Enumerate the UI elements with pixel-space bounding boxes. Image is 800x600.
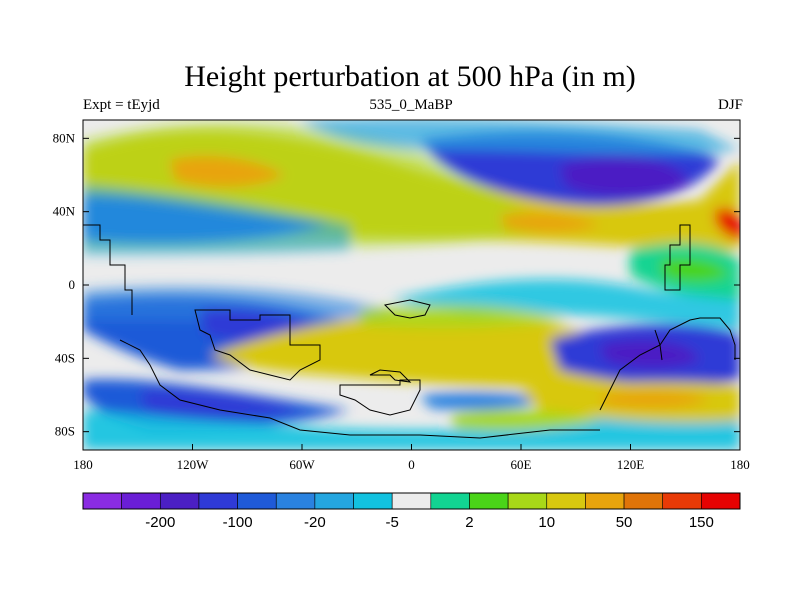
experiment-label: Expt = tEyjd [83, 97, 160, 113]
y-tick-label: 40N [53, 204, 76, 219]
colorbar-label: 50 [616, 514, 633, 531]
colorbar-swatch [391, 492, 432, 510]
x-tick-label: 180 [730, 457, 750, 472]
field-cell-s-low-blue [420, 392, 550, 410]
colorbar-label: 10 [538, 514, 555, 531]
colorbar-swatch [121, 492, 161, 510]
field-band-s-yellow [210, 314, 642, 388]
y-tick-label: 0 [69, 277, 76, 292]
chart-title: Height perturbation at 500 hPa (in m) [184, 60, 636, 93]
coastline-americas-north [83, 224, 133, 315]
y-tick-label: 80N [53, 130, 76, 145]
colorbar-label: -100 [223, 514, 253, 531]
x-tick-label: 120E [617, 457, 645, 472]
colorbar-label: 150 [689, 514, 714, 531]
x-tick-label: 60E [511, 457, 532, 472]
colorbar-swatch [585, 492, 625, 510]
season-label: DJF [717, 97, 743, 113]
colorbar-swatch [469, 492, 509, 510]
field-band-s-lime [360, 304, 570, 329]
y-tick-label: 80S [55, 424, 75, 439]
colorbar-swatch [237, 492, 277, 510]
coastline-maritime [383, 299, 431, 319]
x-tick-label: 0 [408, 457, 415, 472]
colorbar-label: -5 [386, 514, 399, 531]
field-cell-se-deep [600, 340, 700, 369]
field-band-s-cyan [83, 286, 390, 330]
coastline-antarctic [119, 339, 600, 439]
field-band-eq-cyan [390, 279, 740, 330]
field-band-n-orange [170, 155, 285, 187]
colorbar-swatch [507, 492, 548, 510]
colorbar-frame [82, 492, 741, 510]
field-cell-ne-orange [500, 213, 600, 233]
coastline-africa-tip [339, 379, 421, 416]
colorbar-swatch [159, 492, 200, 510]
field-cell-ne-deep [560, 156, 690, 197]
x-axis: 180 120W 60W 0 60E 120E 180 [73, 444, 750, 472]
x-tick-label: 180 [73, 457, 93, 472]
colorbar-swatch [623, 492, 664, 510]
colorbar-swatch [275, 492, 316, 510]
colorbar-swatch [662, 492, 702, 510]
colorbar-label: -200 [145, 514, 175, 531]
period-label: 535_0_MaBP [369, 97, 453, 113]
coastline-australia [599, 317, 736, 411]
field-cell-e-red [715, 208, 740, 240]
field-cell-ne-cyan [300, 120, 740, 155]
colorbar-swatch [546, 492, 586, 510]
field-cell-e-lime [660, 258, 730, 282]
x-tick-label: 60W [289, 457, 315, 472]
coastline-east-edge [654, 329, 663, 361]
colorbar-label: -20 [304, 514, 326, 531]
colorbar: -200 -100 -20 -5 2 10 50 150 [82, 492, 741, 531]
coastline-africa-mid [369, 369, 412, 383]
field-cell-s-low-lime [450, 409, 600, 430]
coastline-pacific-arc [664, 224, 691, 291]
field-cell-s-low-orange [600, 390, 710, 409]
colorbar-swatch [314, 492, 354, 510]
coastline-south-america [194, 309, 321, 381]
field-band-s-low-cyan [83, 400, 740, 450]
map-field [83, 120, 740, 450]
colorbar-swatch [353, 492, 393, 510]
colorbar-swatch [82, 492, 122, 510]
coastlines [83, 224, 736, 439]
y-axis: 80N 40N 0 40S 80S [53, 130, 740, 439]
field-band-n-cyan [83, 185, 350, 255]
colorbar-swatch [701, 492, 741, 510]
y-tick-label: 40S [55, 350, 75, 365]
colorbar-swatch [430, 492, 470, 510]
colorbar-label: 2 [465, 514, 473, 531]
x-tick-label: 120W [177, 457, 210, 472]
field-cell-s-low-deep [140, 389, 300, 418]
colorbar-swatch [198, 492, 238, 510]
